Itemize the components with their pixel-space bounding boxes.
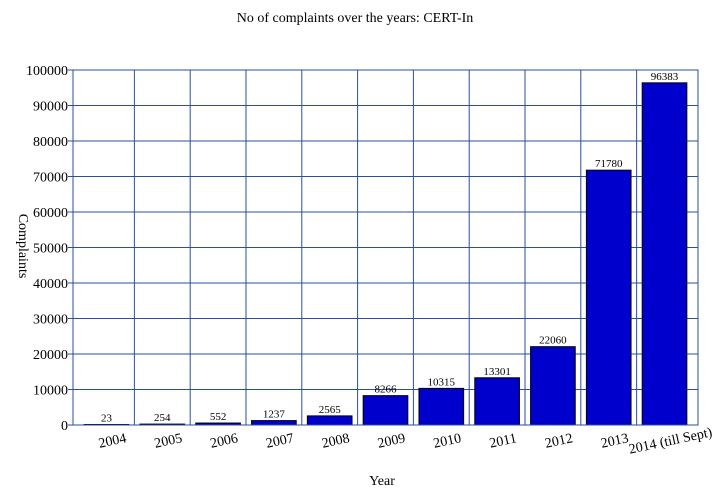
bar-2014 xyxy=(641,82,688,426)
y-tick-label: 80000 xyxy=(33,135,68,150)
plot-frame xyxy=(72,69,699,426)
data-label: 254 xyxy=(154,412,171,424)
y-tick-label: 30000 xyxy=(33,313,68,328)
bar-2009 xyxy=(362,395,409,426)
bars xyxy=(83,82,688,426)
bar-2012 xyxy=(530,346,576,426)
bar-2010 xyxy=(418,387,465,426)
y-tick-label: 60000 xyxy=(33,206,68,221)
bar-2007 xyxy=(251,420,297,426)
x-tick-label: 2014 (till Sept) xyxy=(628,425,714,457)
x-tick-label: 2012 xyxy=(544,431,575,451)
y-tick-label: 50000 xyxy=(33,242,68,257)
data-label: 23 xyxy=(101,413,113,425)
x-tick-label: 2010 xyxy=(432,431,463,451)
x-axis-ticks: 2004 2005 2006 2007 2008 2009 2010 2011 2012 2013… xyxy=(97,425,714,457)
y-tick-label: 0 xyxy=(61,419,68,434)
data-label: 1237 xyxy=(263,409,286,421)
y-tick-label: 20000 xyxy=(33,348,68,363)
y-tick-label: 40000 xyxy=(33,277,68,292)
x-axis-label: Year xyxy=(369,474,395,489)
y-axis-label: Complaints xyxy=(15,214,30,279)
x-tick-label: 2013 xyxy=(600,431,631,451)
y-tick-label: 10000 xyxy=(33,384,68,399)
y-tick-label: 70000 xyxy=(33,171,68,186)
data-label: 552 xyxy=(210,411,227,423)
x-tick-label: 2011 xyxy=(488,431,518,451)
data-label: 2565 xyxy=(319,404,342,416)
bar-2011 xyxy=(474,377,520,426)
data-labels: 23 254 552 1237 2565 8266 10315 13301 22060 71780… xyxy=(101,71,679,425)
x-tick-label: 2006 xyxy=(209,431,240,451)
data-label: 22060 xyxy=(539,335,567,347)
x-tick-label: 2005 xyxy=(153,431,184,451)
data-label: 8266 xyxy=(375,384,398,396)
chart-title: No of complaints over the years: CERT-In xyxy=(237,11,474,26)
data-label: 96383 xyxy=(651,71,679,83)
x-tick-label: 2004 xyxy=(97,431,128,451)
x-tick-label: 2009 xyxy=(376,431,407,451)
data-label: 71780 xyxy=(595,158,623,170)
bar-2008 xyxy=(306,415,353,426)
y-tick-label: 90000 xyxy=(33,100,68,115)
y-tick-label: 100000 xyxy=(26,64,68,79)
x-tick-label: 2007 xyxy=(265,431,296,451)
y-axis-ticks: 0 10000 20000 30000 40000 50000 60000 70000 8000… xyxy=(26,64,68,434)
data-label: 10315 xyxy=(428,376,456,388)
x-tick-label: 2008 xyxy=(321,431,352,451)
data-label: 13301 xyxy=(483,366,511,378)
bar-2013 xyxy=(585,169,632,426)
